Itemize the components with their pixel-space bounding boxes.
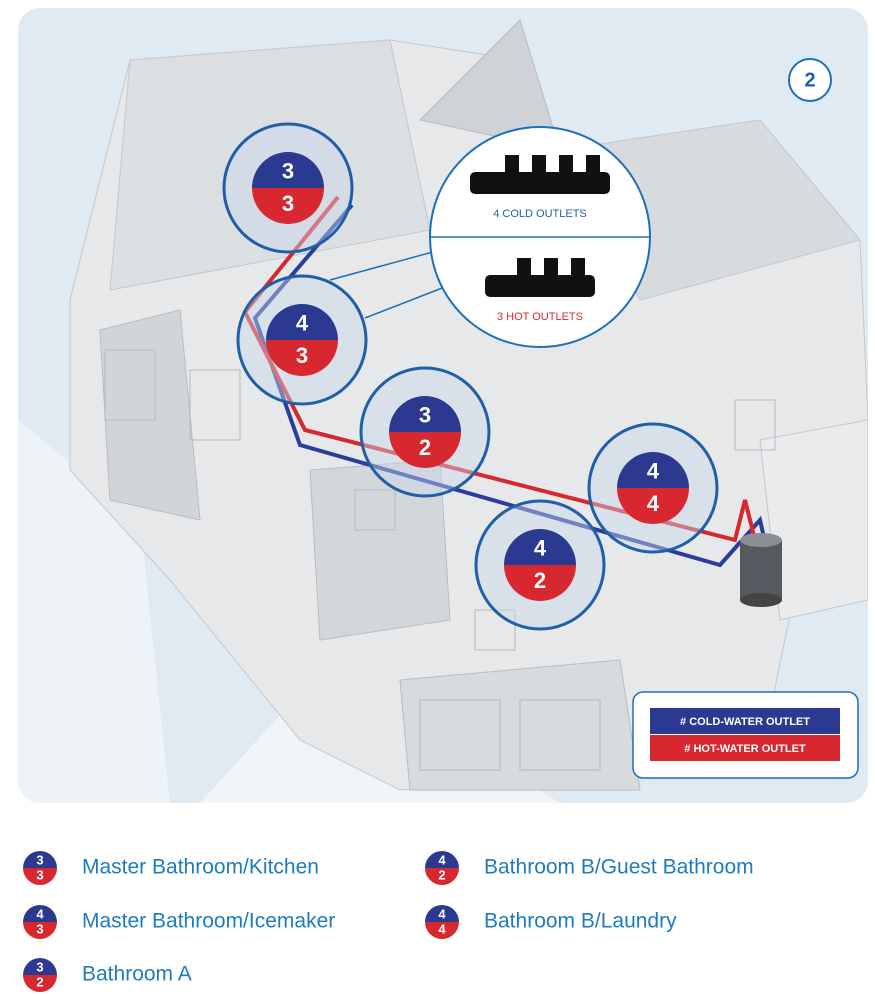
hot-count: 4 bbox=[647, 491, 660, 516]
cold-count: 3 bbox=[36, 959, 43, 974]
cold-count: 3 bbox=[282, 159, 294, 184]
hot-count: 2 bbox=[419, 435, 431, 460]
cold-count: 4 bbox=[647, 459, 660, 484]
zone-label: Bathroom B/Laundry bbox=[484, 910, 677, 933]
hot-key-label: # HOT-WATER OUTLET bbox=[684, 743, 806, 755]
cold-count: 4 bbox=[438, 906, 446, 921]
hot-count: 3 bbox=[296, 343, 308, 368]
cold-count: 3 bbox=[36, 852, 43, 867]
hot-count: 4 bbox=[438, 922, 446, 937]
zone-label: Master Bathroom/Kitchen bbox=[82, 856, 319, 879]
hot-count: 3 bbox=[282, 191, 294, 216]
step-number: 2 bbox=[804, 69, 815, 91]
cold-count: 4 bbox=[296, 311, 309, 336]
cold-count: 3 bbox=[419, 403, 431, 428]
hot-count: 3 bbox=[36, 922, 43, 937]
cold-count: 4 bbox=[438, 852, 446, 867]
zone-label: Bathroom B/Guest Bathroom bbox=[484, 856, 754, 879]
page: 2 4 COLD OUTLETS 3 HOT OUTLETS # COLD-WA… bbox=[0, 0, 875, 996]
zone-label: Bathroom A bbox=[82, 963, 192, 986]
hot-count: 2 bbox=[36, 975, 43, 990]
hot-count: 2 bbox=[438, 868, 445, 883]
cold-count: 4 bbox=[36, 906, 44, 921]
cold-outlets: 4 COLD OUTLETS bbox=[493, 208, 587, 220]
hot-count: 3 bbox=[36, 868, 43, 883]
hot-count: 2 bbox=[534, 568, 546, 593]
zone-label: Master Bathroom/Icemaker bbox=[82, 910, 335, 933]
cold-count: 4 bbox=[534, 536, 547, 561]
cold-key-label: # COLD-WATER OUTLET bbox=[680, 716, 810, 728]
hot-outlets: 3 HOT OUTLETS bbox=[497, 311, 583, 323]
